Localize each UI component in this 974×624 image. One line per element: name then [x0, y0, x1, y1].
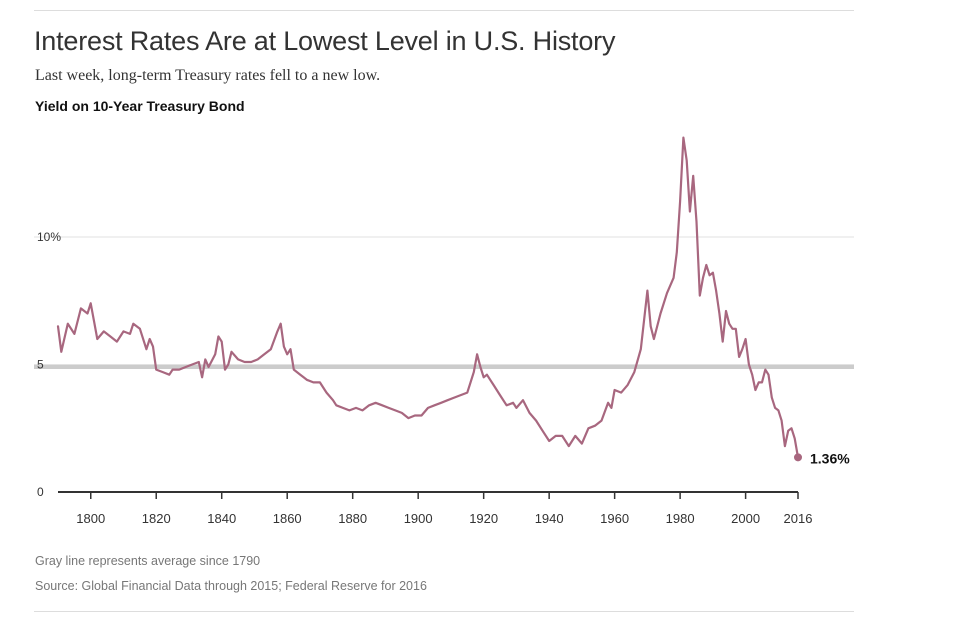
x-tick-label-1820: 1820: [142, 511, 171, 526]
bottom-rule: [34, 611, 854, 612]
x-tick-label-2016: 2016: [784, 511, 813, 526]
y-tick-label-5: 5: [37, 358, 44, 372]
x-tick-label-1800: 1800: [76, 511, 105, 526]
x-tick-label-1920: 1920: [469, 511, 498, 526]
x-tick-label-1840: 1840: [207, 511, 236, 526]
page-title: Interest Rates Are at Lowest Level in U.…: [34, 26, 616, 56]
x-tick-label-2000: 2000: [731, 511, 760, 526]
average-note: Gray line represents average since 1790: [35, 554, 261, 568]
label-layer: 0 5 10% 1800 1820 1840 1860 1880 1900 1920 1940 196…: [37, 230, 850, 526]
end-point-marker: [794, 453, 802, 462]
y-tick-label-10: 10%: [37, 230, 61, 244]
series-layer: [56, 136, 802, 462]
page-subtitle: Last week, long-term Treasury rates fell…: [35, 67, 381, 84]
x-axis: [58, 491, 799, 499]
y-tick-label-0: 0: [37, 485, 44, 499]
x-tick-label-1960: 1960: [600, 511, 629, 526]
x-tick-label-1900: 1900: [404, 511, 433, 526]
series-line-0: [56, 136, 800, 459]
x-tick-label-1880: 1880: [338, 511, 367, 526]
source-note: Source: Global Financial Data through 20…: [35, 579, 427, 593]
end-value-label: 1.36%: [810, 450, 850, 466]
x-tick-label-1860: 1860: [273, 511, 302, 526]
top-rule: [34, 10, 854, 11]
x-tick-label-1980: 1980: [666, 511, 695, 526]
x-tick-label-1940: 1940: [535, 511, 564, 526]
grid-layer: [34, 236, 854, 365]
chart-label: Yield on 10-Year Treasury Bond: [35, 98, 245, 114]
